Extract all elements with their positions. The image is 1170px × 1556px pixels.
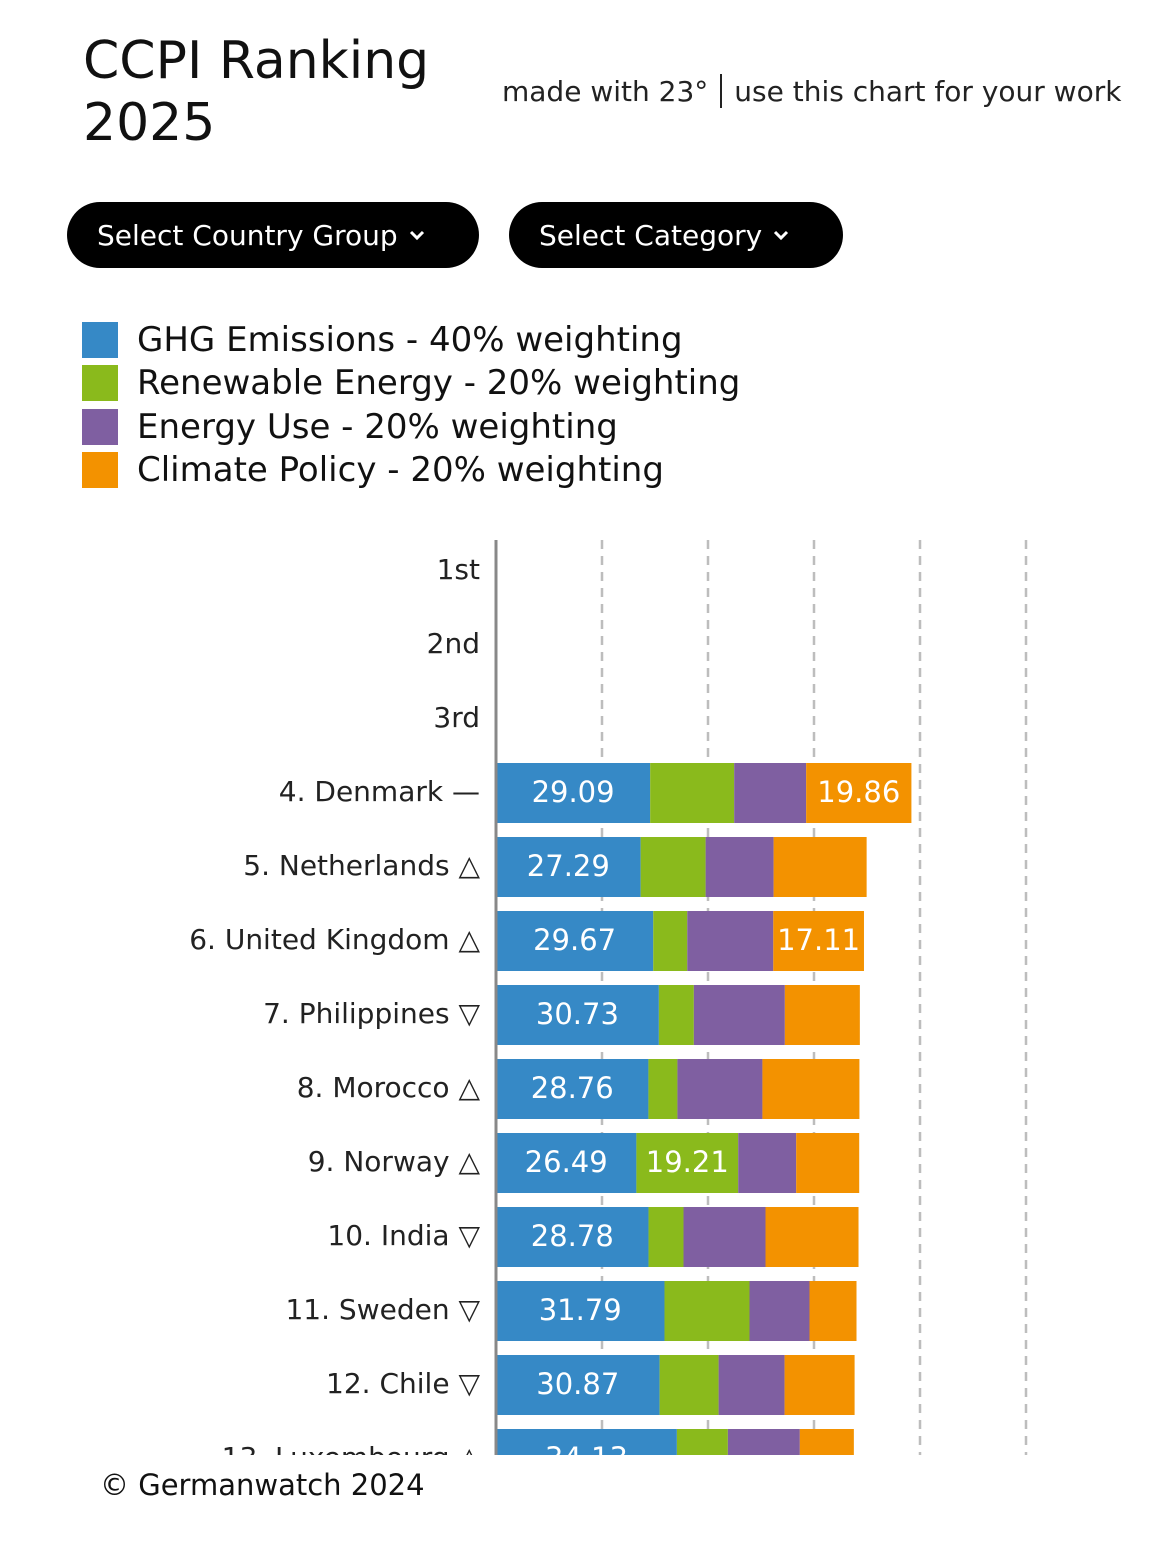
chevron [774,230,789,241]
bar-segment [676,1429,728,1455]
chevron [409,230,424,241]
use-chart-link[interactable]: use this chart for your work [734,74,1122,108]
y-tick-label: 11. Sweden ▽ [285,1293,480,1326]
bar-segment [809,1281,857,1341]
y-tick-label: 12. Chile ▽ [326,1367,480,1400]
bar-segment [796,1133,860,1193]
bar-segment [799,1429,854,1455]
data-label: 27.29 [527,849,610,883]
bar-segment [773,911,864,971]
data-label: 19.21 [646,1145,729,1179]
header-links: made with 23° use this chart for your wo… [502,74,1121,108]
data-label: 34.13 [545,1441,628,1455]
bar-segment [727,1429,800,1455]
y-tick-label: 7. Philippines ▽ [263,997,480,1030]
footer: © Germanwatch 2024 [100,1468,425,1502]
legend-swatch [82,365,118,402]
page-title: CCPI Ranking 2025 [83,31,430,153]
bar-segment [749,1281,810,1341]
credit-link[interactable]: made with 23° [502,74,709,108]
data-label: 29.67 [533,923,616,957]
legend-label: Climate Policy - 20% weighting [137,450,664,491]
data-label: 30.73 [536,997,619,1031]
y-tick-label: 5. Netherlands △ [243,849,480,882]
chart: 1st 2nd 3rd 4. Denmark — 29.09 19.86 5. Nether… [189,540,1028,1455]
legend-swatch [82,408,118,445]
bar-segment [640,837,706,897]
bar-segment [648,1059,678,1119]
y-tick-label: 6. United Kingdom △ [189,923,480,956]
bar-segment [677,1059,763,1119]
data-label: 31.79 [539,1293,622,1327]
category-dropdown[interactable]: Select Category [509,202,843,268]
dropdown-label: Select Country Group [97,218,398,252]
bar-segment [496,1355,660,1415]
bar-segment [636,1133,739,1193]
legend-label: Renewable Energy - 20% weighting [137,363,741,404]
bar-segment [496,837,641,897]
y-tick-label: 8. Morocco △ [297,1071,481,1104]
data-label: 28.78 [531,1219,614,1253]
bar-segment [687,911,774,971]
separator [720,74,723,108]
bar-segment [762,1059,860,1119]
y-tick-label: 2nd [427,627,480,660]
bar-segment [664,1281,750,1341]
bar-segment [693,985,785,1045]
data-label: 28.76 [531,1071,614,1105]
bar-segment [738,1133,797,1193]
bar-segment [653,911,688,971]
bar-segment [806,763,912,823]
y-tick-label: 4. Denmark — [279,775,480,808]
legend-label: GHG Emissions - 40% weighting [137,319,683,360]
data-label: 17.11 [777,923,860,957]
bar-segment [496,911,654,971]
bar-segment [773,837,867,897]
y-tick-label: 1st [437,553,480,586]
legend-entry: Climate Policy - 20% weighting [82,449,740,493]
legend-label: Energy Use - 20% weighting [137,406,618,447]
bar-segment [705,837,774,897]
bar-segment [683,1207,766,1267]
bar-segment [718,1355,785,1415]
y-tick-label: 3rd [433,701,480,734]
legend-entry: Renewable Energy - 20% weighting [82,362,740,406]
bar-segment [496,985,659,1045]
bar-segment [496,763,651,823]
bar-segment [496,1207,649,1267]
legend-entry: GHG Emissions - 40% weighting [82,318,740,362]
bar-segment [658,985,694,1045]
legend-swatch [82,452,118,489]
y-tick-label: 13. Luxembourg △ [222,1441,481,1455]
country-group-dropdown[interactable]: Select Country Group [67,202,479,268]
bar-segment [496,1429,677,1455]
bar-segment [496,1281,665,1341]
bar-segment [496,1133,637,1193]
bar-segment [496,1059,649,1119]
legend-entry: Energy Use - 20% weighting [82,405,740,449]
data-label: 30.87 [536,1367,619,1401]
bar-segment [650,763,735,823]
bar-segment [784,985,860,1045]
bar-segment [659,1355,719,1415]
data-label: 29.09 [532,775,615,809]
data-label: 26.49 [525,1145,608,1179]
bar-segment [734,763,807,823]
y-tick-label: 9. Norway △ [308,1145,481,1178]
bar-segment [765,1207,859,1267]
legend-swatch [82,321,118,358]
bar-segment [784,1355,855,1415]
y-tick-label: 10. India ▽ [327,1219,480,1252]
data-label: 19.86 [817,775,900,809]
dropdown-label: Select Category [539,218,763,252]
bar-segment [648,1207,684,1267]
legend: GHG Emissions - 40% weighting Renewable E… [82,318,740,492]
